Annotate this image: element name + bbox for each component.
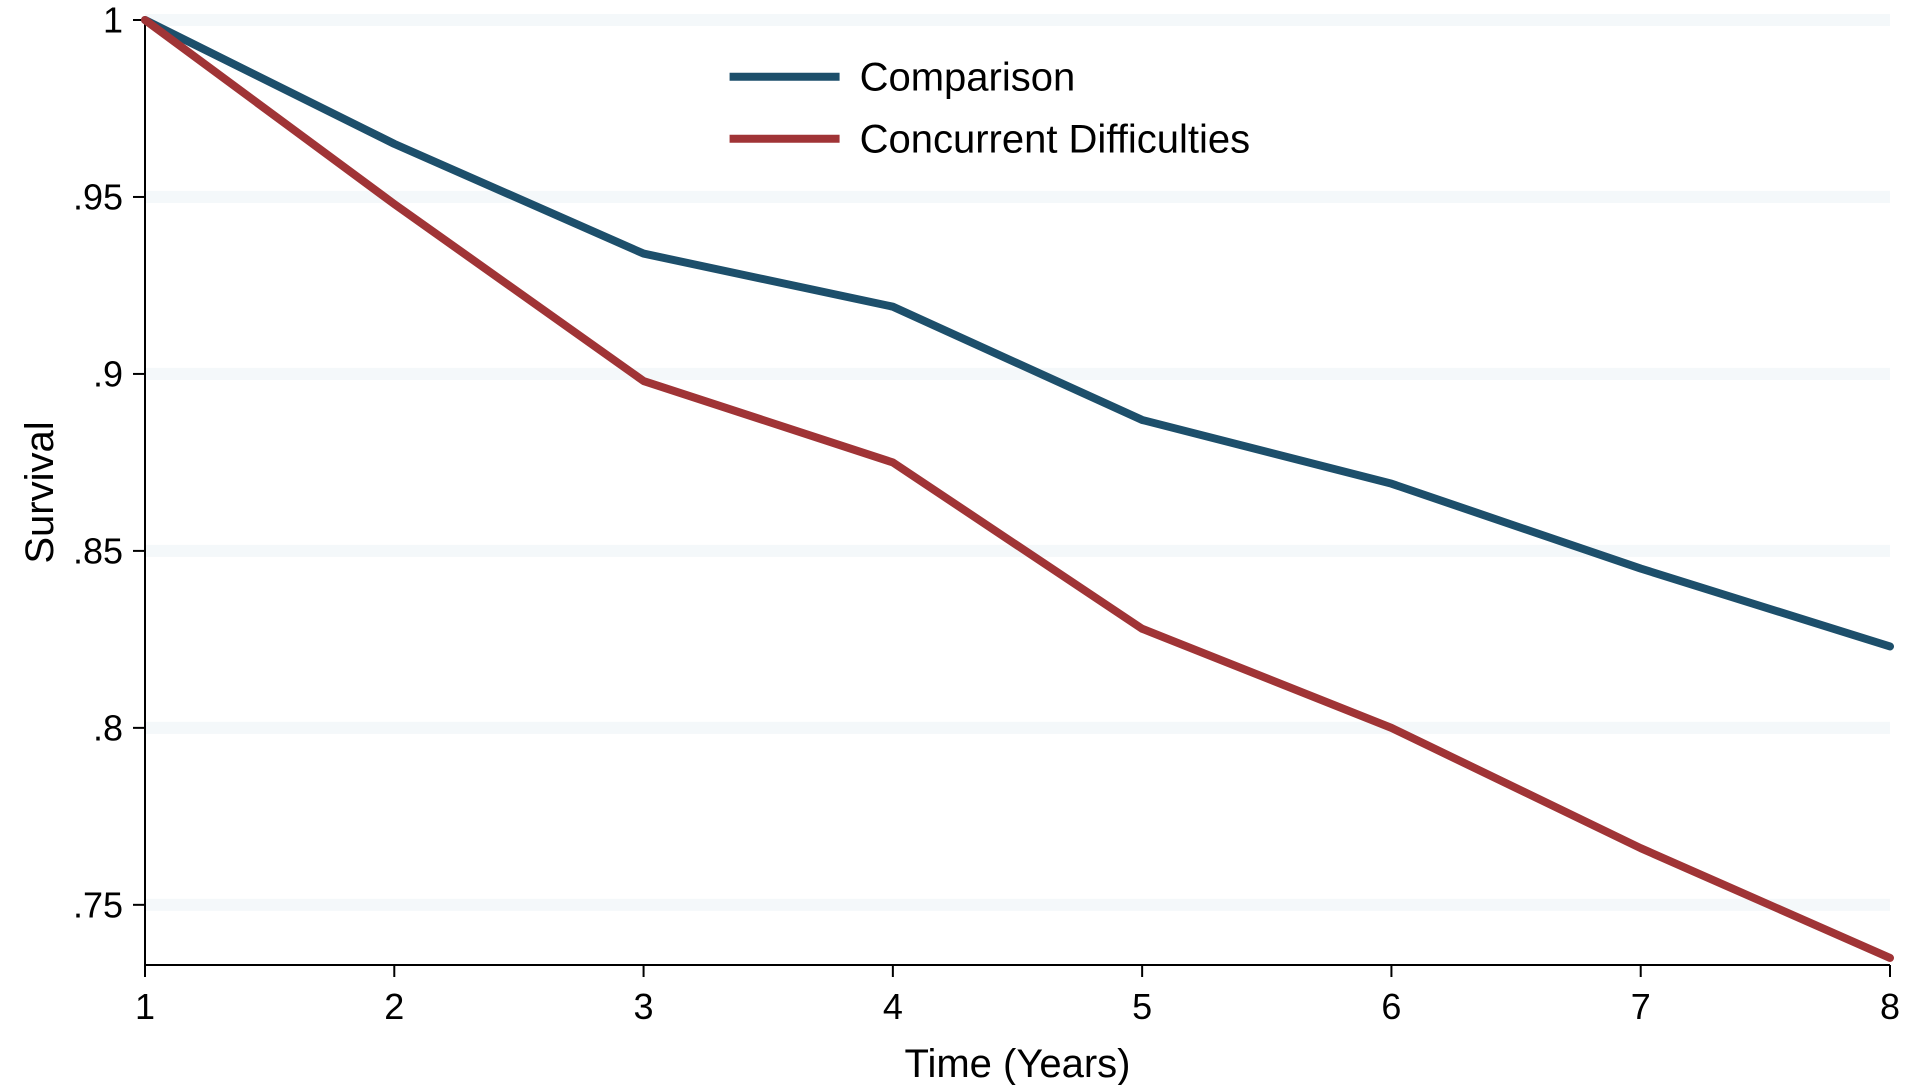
y-axis-label: Survival (18, 421, 62, 563)
y-tick-label: 1 (103, 0, 123, 41)
y-tick-label: .8 (93, 707, 123, 748)
x-tick-label: 1 (135, 986, 155, 1027)
x-tick-label: 7 (1631, 986, 1651, 1027)
x-tick-label: 4 (883, 986, 903, 1027)
y-tick-label: .75 (73, 884, 123, 925)
x-axis-label: Time (Years) (905, 1042, 1131, 1085)
x-tick-label: 8 (1880, 986, 1900, 1027)
x-tick-label: 5 (1132, 986, 1152, 1027)
x-tick-label: 6 (1381, 986, 1401, 1027)
legend-label: Comparison (860, 56, 1076, 100)
y-tick-label: .95 (73, 177, 123, 218)
y-tick-label: .85 (73, 530, 123, 571)
y-tick-label: .9 (93, 354, 123, 395)
x-tick-label: 3 (634, 986, 654, 1027)
survival-chart: 1 2 3 4 5 6 7 8 Time (Years) .75 .8 .85 .9 .95 1 Surviv… (0, 0, 1920, 1085)
legend-label: Concurrent Difficulties (860, 118, 1251, 162)
x-tick-label: 2 (384, 986, 404, 1027)
